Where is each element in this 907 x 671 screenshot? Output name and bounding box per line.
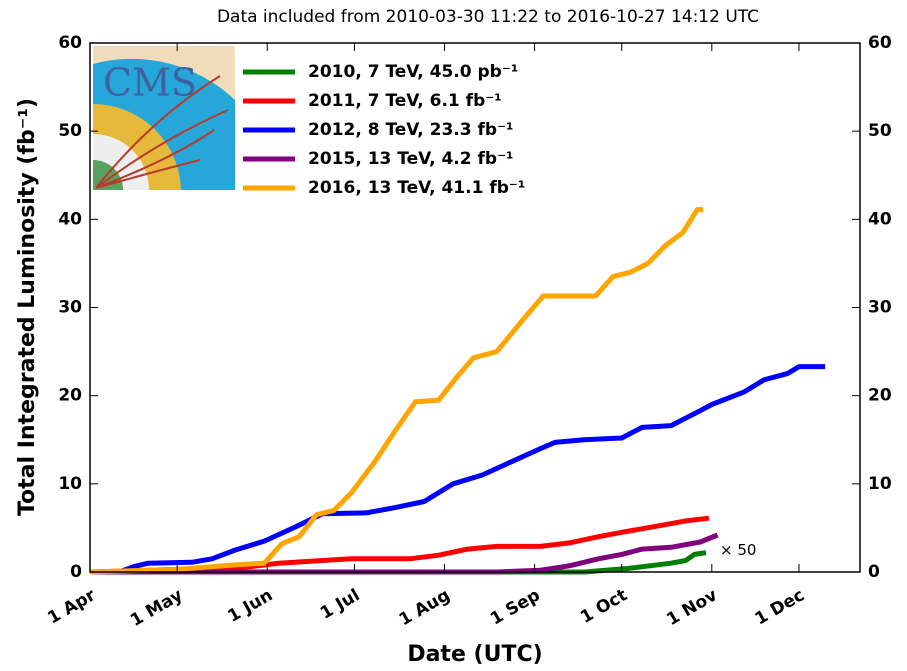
y-tick-label: 10 — [58, 474, 82, 494]
y2-tick-label: 10 — [868, 474, 892, 494]
logo-tracks — [95, 75, 229, 189]
x-tick-label: 1 Sep — [487, 585, 544, 629]
x-tick-label: 1 Oct — [577, 585, 631, 628]
legend-label: 2012, 8 TeV, 23.3 fb⁻¹ — [308, 120, 514, 140]
x-tick-label: 1 Dec — [752, 585, 808, 629]
y2-tick-label: 30 — [868, 298, 892, 318]
series-line — [89, 515, 710, 575]
y-tick-label: 30 — [58, 298, 82, 318]
y2-tick-label: 50 — [868, 121, 892, 141]
y-axis-label: Total Integrated Luminosity (fb⁻¹) — [15, 98, 40, 516]
x-axis-label: Date (UTC) — [407, 642, 542, 667]
series-line — [90, 532, 719, 575]
x-tick-label: 1 May — [127, 585, 186, 631]
series-line — [89, 207, 704, 575]
legend-label: 2016, 13 TeV, 41.1 fb⁻¹ — [308, 178, 525, 198]
legend-label: 2010, 7 TeV, 45.0 pb⁻¹ — [308, 62, 518, 82]
x-tick-label: 1 Jul — [317, 585, 363, 623]
legend-label: 2015, 13 TeV, 4.2 fb⁻¹ — [308, 149, 514, 169]
x-tick-label: 1 Jun — [224, 585, 276, 626]
annotation: × 50 — [720, 541, 756, 559]
x-tick-label: 1 Nov — [663, 585, 720, 630]
y-tick-label: 50 — [58, 121, 82, 141]
y2-tick-label: 40 — [868, 209, 892, 229]
series-line — [90, 364, 826, 575]
x-tick-label: 1 Apr — [44, 585, 99, 628]
x-tick-label: 1 Aug — [396, 585, 454, 630]
y-tick-label: 0 — [70, 562, 82, 582]
logo-text: CMS — [103, 61, 197, 105]
y-tick-label: 20 — [58, 386, 82, 406]
y-tick-label: 40 — [58, 209, 82, 229]
y-tick-label: 60 — [58, 33, 82, 53]
y2-tick-label: 0 — [868, 562, 880, 582]
y2-tick-label: 60 — [868, 33, 892, 53]
logo: CMS — [93, 46, 235, 190]
y2-tick-label: 20 — [868, 386, 892, 406]
legend-label: 2011, 7 TeV, 6.1 fb⁻¹ — [308, 91, 502, 111]
chart-title: Data included from 2010-03-30 11:22 to 2… — [217, 7, 759, 27]
